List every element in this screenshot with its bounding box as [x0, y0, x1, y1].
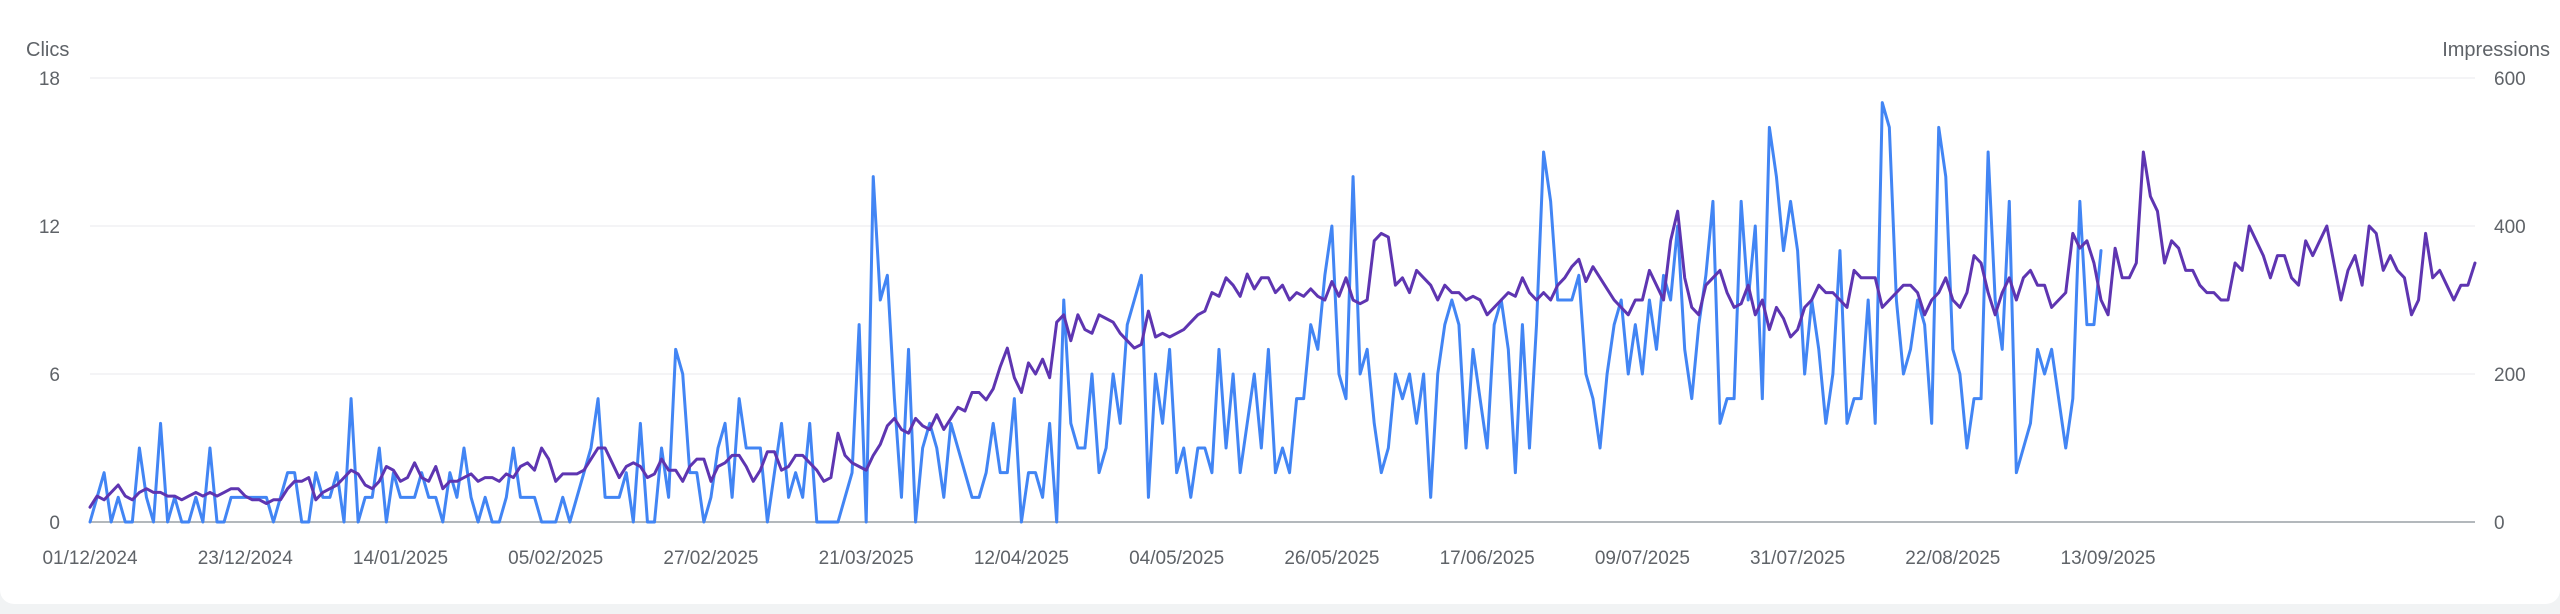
x-tick-label: 23/12/2024	[198, 548, 294, 569]
x-tick-label: 01/12/2024	[42, 548, 138, 569]
series-line-clics	[88, 101, 2103, 524]
left-tick-label: 18	[39, 69, 60, 90]
x-tick-label: 27/02/2025	[663, 548, 758, 569]
x-tick-label: 17/06/2025	[1440, 548, 1535, 569]
right-tick-label: 0	[2494, 513, 2505, 534]
right-axis-title: Impressions	[2442, 39, 2550, 61]
x-tick-label: 13/09/2025	[2061, 548, 2156, 569]
x-tick-label: 09/07/2025	[1595, 548, 1690, 569]
x-axis-ticks: 01/12/2024 23/12/2024 14/01/2025 05/02/2025…	[42, 548, 2155, 569]
left-axis-title: Clics	[26, 39, 69, 61]
right-tick-label: 200	[2494, 365, 2526, 386]
left-tick-label: 0	[49, 513, 60, 534]
left-tick-label: 12	[39, 217, 60, 238]
x-tick-label: 12/04/2025	[974, 548, 1069, 569]
right-tick-label: 400	[2494, 217, 2526, 238]
right-tick-label: 600	[2494, 69, 2526, 90]
x-tick-label: 31/07/2025	[1750, 548, 1845, 569]
x-tick-label: 21/03/2025	[819, 548, 914, 569]
x-tick-label: 04/05/2025	[1129, 548, 1224, 569]
x-tick-label: 05/02/2025	[508, 548, 603, 569]
right-axis-ticks: 0 200 400 600	[2494, 69, 2526, 534]
x-tick-label: 26/05/2025	[1284, 548, 1379, 569]
grid-lines	[90, 77, 2475, 523]
left-tick-label: 6	[49, 365, 60, 386]
x-tick-label: 22/08/2025	[1905, 548, 2000, 569]
series-line-impressions	[88, 150, 2477, 509]
x-tick-label: 14/01/2025	[353, 548, 448, 569]
left-axis-ticks: 0 6 12 18	[39, 69, 60, 534]
series-group	[88, 101, 2477, 524]
